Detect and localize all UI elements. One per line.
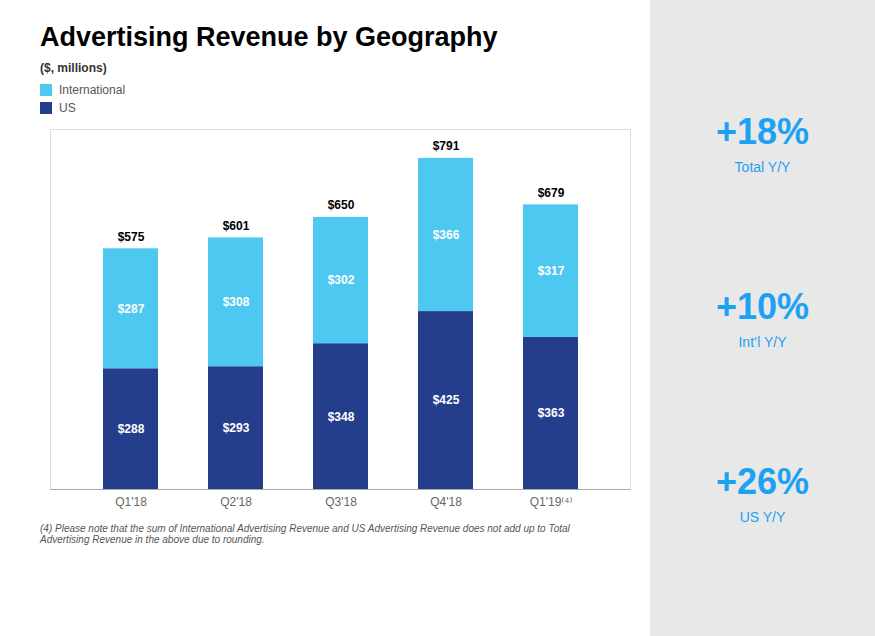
svg-text:Q3'18: Q3'18 — [325, 495, 357, 509]
html-text:Advertising Revenue by Geograp: Advertising Revenue by Geography — [40, 22, 498, 52]
svg-text:$679: $679 — [538, 186, 565, 200]
svg-text:Q1'18: Q1'18 — [115, 495, 147, 509]
svg-text:$363: $363 — [538, 406, 565, 420]
svg-text:$575: $575 — [118, 230, 145, 244]
svg-text:$288: $288 — [118, 422, 145, 436]
svg-text:$366: $366 — [433, 228, 460, 242]
html-text:US: US — [59, 101, 76, 115]
html-text:US Y/Y: US Y/Y — [739, 509, 786, 525]
html-text:International: International — [59, 83, 125, 97]
svg-text:$348: $348 — [328, 410, 355, 424]
svg-text:$293: $293 — [223, 421, 250, 435]
svg-text:Q1'19⁽⁴⁾: Q1'19⁽⁴⁾ — [530, 495, 573, 509]
html-text:Int’l Y/Y: Int’l Y/Y — [738, 334, 787, 350]
svg-text:$308: $308 — [223, 295, 250, 309]
svg-text:$317: $317 — [538, 264, 565, 278]
svg-text:Q4'18: Q4'18 — [430, 495, 462, 509]
svg-text:Q2'18: Q2'18 — [220, 495, 252, 509]
html-text:+26%: +26% — [716, 461, 809, 502]
svg-text:$791: $791 — [433, 139, 460, 153]
html-text:Total Y/Y: Total Y/Y — [734, 159, 791, 175]
html-text:(4) Please note that the sum o: (4) Please note that the sum of Internat… — [40, 523, 570, 545]
html-text:+18%: +18% — [716, 111, 809, 152]
html-text:+10%: +10% — [716, 286, 809, 327]
svg-text:$601: $601 — [223, 219, 250, 233]
html-text:($, millions): ($, millions) — [40, 61, 107, 75]
svg-text:$302: $302 — [328, 273, 355, 287]
svg-text:$425: $425 — [433, 393, 460, 407]
svg-text:$287: $287 — [118, 302, 145, 316]
svg-text:$650: $650 — [328, 198, 355, 212]
